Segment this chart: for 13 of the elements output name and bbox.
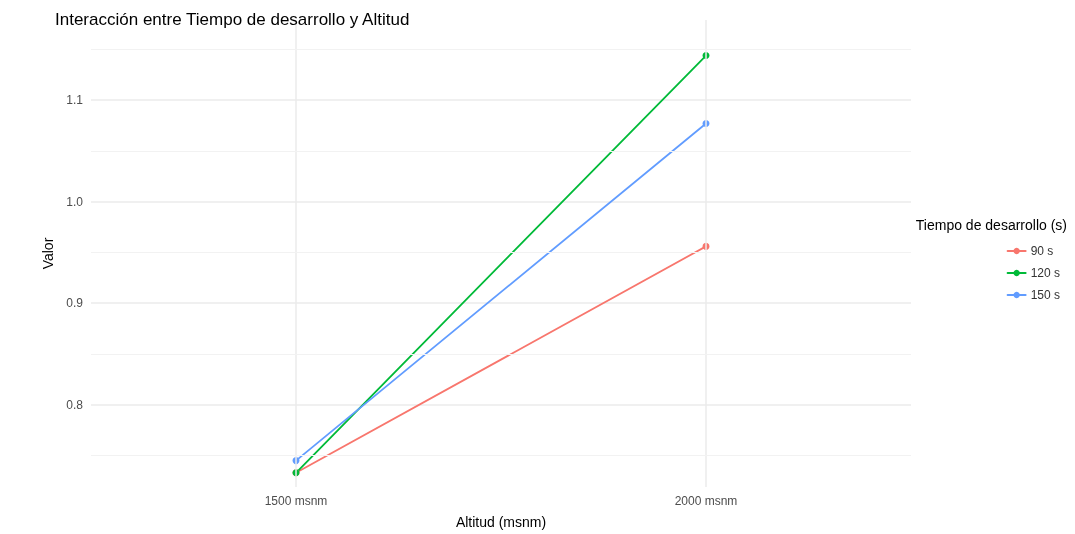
x-tick-label: 1500 msnm xyxy=(264,494,328,508)
x-tick-label: 2000 msnm xyxy=(674,494,738,508)
chart-title: Interacción entre Tiempo de desarrollo y Altitud xyxy=(55,10,410,29)
y-tick-label: 1.0 xyxy=(66,194,84,209)
legend-label: 120 s xyxy=(1030,266,1060,280)
y-axis-title: Valor xyxy=(40,237,56,270)
y-tick-label: 0.9 xyxy=(66,296,84,311)
x-axis-title: Altitud (msnm) xyxy=(455,514,547,530)
legend-title: Tiempo de desarrollo (s) xyxy=(915,217,1068,233)
legend-label: 150 s xyxy=(1030,288,1060,302)
y-tick-label: 1.1 xyxy=(66,93,84,108)
legend-label: 90 s xyxy=(1030,244,1054,258)
y-tick-label: 0.8 xyxy=(66,397,84,412)
